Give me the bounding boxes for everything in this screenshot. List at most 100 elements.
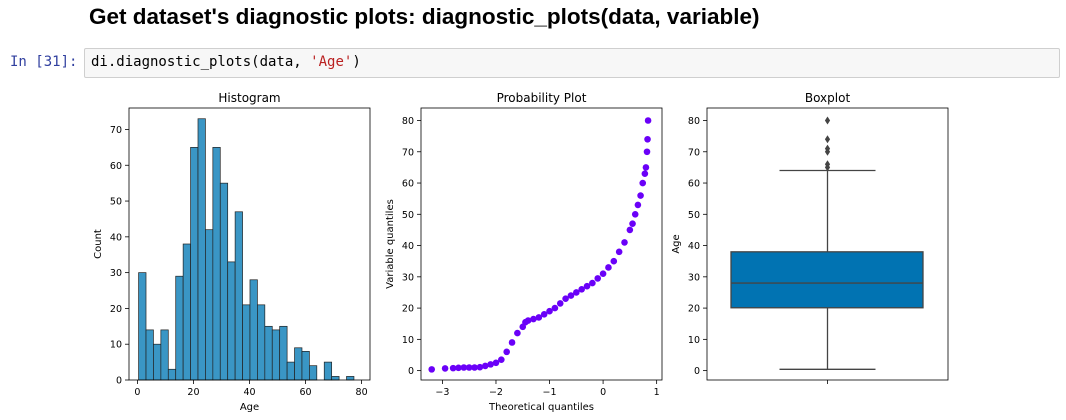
histogram-ylabel: Count [93, 229, 104, 259]
histogram-title: Histogram [218, 91, 280, 105]
qq-point [641, 170, 649, 177]
probplot-title: Probability Plot [497, 91, 587, 105]
histogram-xtick-label: 60 [299, 387, 311, 398]
probplot-xtick-label: 0 [600, 387, 606, 398]
qq-point [634, 201, 642, 209]
qq-point [637, 192, 644, 199]
qq-point [540, 311, 548, 318]
qq-point [524, 317, 532, 324]
histogram-bar [182, 243, 191, 381]
histogram-ytick-label: 30 [110, 268, 122, 279]
boxplot-ytick-label: 50 [688, 210, 700, 221]
qq-point [621, 239, 628, 246]
code-line[interactable]: di.diagnostic_plots(data, 'Age') [91, 54, 361, 70]
boxplot-title: Boxplot [805, 91, 851, 105]
histogram-bar [205, 229, 214, 381]
probplot-axes-frame [420, 107, 663, 381]
histogram-ytick-label: 60 [110, 161, 122, 172]
probplot-xtick-label: 1 [654, 387, 660, 398]
histogram-ytick-label: 40 [110, 232, 122, 243]
code-string-literal: 'Age' [310, 54, 353, 70]
qq-point [449, 364, 457, 372]
probplot-ytick-label: 20 [402, 304, 414, 315]
histogram-bar [271, 329, 281, 381]
probplot-ytick-label: 50 [402, 210, 414, 221]
qq-point [535, 314, 543, 321]
probplot-ytick-label: 60 [402, 179, 414, 190]
histogram-xtick-label: 20 [187, 387, 199, 398]
histogram-bar [309, 365, 318, 381]
code-cell-input[interactable]: di.diagnostic_plots(data, 'Age') [84, 48, 1060, 78]
qq-point [492, 359, 500, 367]
qq-point [508, 339, 516, 346]
probplot-ylabel: Variable quantiles [385, 199, 396, 289]
probplot-xtick-label: −2 [489, 387, 503, 398]
histogram-bar [242, 304, 251, 381]
histogram-bar [264, 325, 273, 381]
boxplot-ytick-label: 20 [688, 304, 700, 315]
histogram-ytick-label: 20 [110, 304, 122, 315]
histogram-xlabel: Age [240, 402, 259, 413]
qq-point [503, 348, 510, 356]
histogram-ytick-label: 70 [110, 125, 122, 136]
qq-point [567, 292, 575, 299]
qq-point [562, 295, 569, 303]
boxplot-ytick-label: 60 [688, 179, 700, 190]
probplot-xlabel: Theoretical quantiles [488, 402, 594, 413]
probplot-xtick-label: −1 [543, 387, 557, 398]
boxplot-ytick-label: 40 [688, 241, 700, 252]
probplot-ytick-label: 10 [402, 335, 414, 346]
qq-point [441, 365, 449, 372]
qq-point [644, 135, 651, 143]
histogram-bar [175, 275, 184, 381]
histogram-bar [257, 304, 266, 381]
histogram-ytick-label: 0 [116, 376, 122, 387]
qq-point [639, 179, 647, 187]
histogram-bar [249, 279, 258, 381]
qq-point [428, 366, 436, 373]
qq-point [578, 286, 585, 293]
probplot-ytick-label: 80 [402, 116, 414, 127]
cell-prompt: In [31]: [10, 54, 78, 70]
histogram-bar [227, 261, 236, 381]
qq-point [643, 148, 651, 156]
probplot-ytick-label: 0 [408, 366, 414, 377]
qq-point [599, 270, 607, 278]
box-iqr [730, 251, 924, 309]
probplot-ytick-label: 40 [402, 241, 414, 252]
histogram-bar [346, 376, 355, 381]
qq-point [476, 363, 484, 371]
qq-point [589, 279, 596, 287]
histogram-bar [138, 272, 147, 381]
qq-point [573, 289, 580, 296]
qq-point [514, 329, 521, 337]
boxplot-ytick-label: 10 [688, 335, 700, 346]
qq-point [644, 117, 652, 124]
boxplot-ytick-label: 30 [688, 272, 700, 283]
histogram-bar [331, 376, 340, 381]
histogram-bar [212, 147, 221, 381]
box-outlier [824, 144, 831, 153]
box-outlier [824, 160, 831, 169]
histogram-bar [234, 211, 243, 381]
histogram-ytick-label: 50 [110, 197, 122, 208]
qq-point [530, 315, 537, 323]
histogram-bar [301, 351, 310, 381]
qq-point [455, 364, 462, 372]
markdown-heading: Get dataset's diagnostic plots: diagnost… [89, 4, 760, 29]
probplot-ytick-label: 70 [402, 147, 414, 158]
qq-point [629, 220, 636, 227]
histogram-bar [167, 368, 177, 381]
histogram-xtick-label: 40 [243, 387, 255, 398]
histogram-bar [219, 182, 229, 381]
histogram-bar [153, 343, 162, 381]
qq-point [631, 210, 639, 218]
qq-point [551, 304, 559, 312]
qq-point [642, 164, 650, 171]
boxplot-ytick-label: 70 [688, 147, 700, 158]
qq-point [610, 257, 618, 265]
histogram-bar [145, 329, 154, 381]
histogram-bar [323, 361, 333, 381]
qq-point [465, 364, 473, 371]
